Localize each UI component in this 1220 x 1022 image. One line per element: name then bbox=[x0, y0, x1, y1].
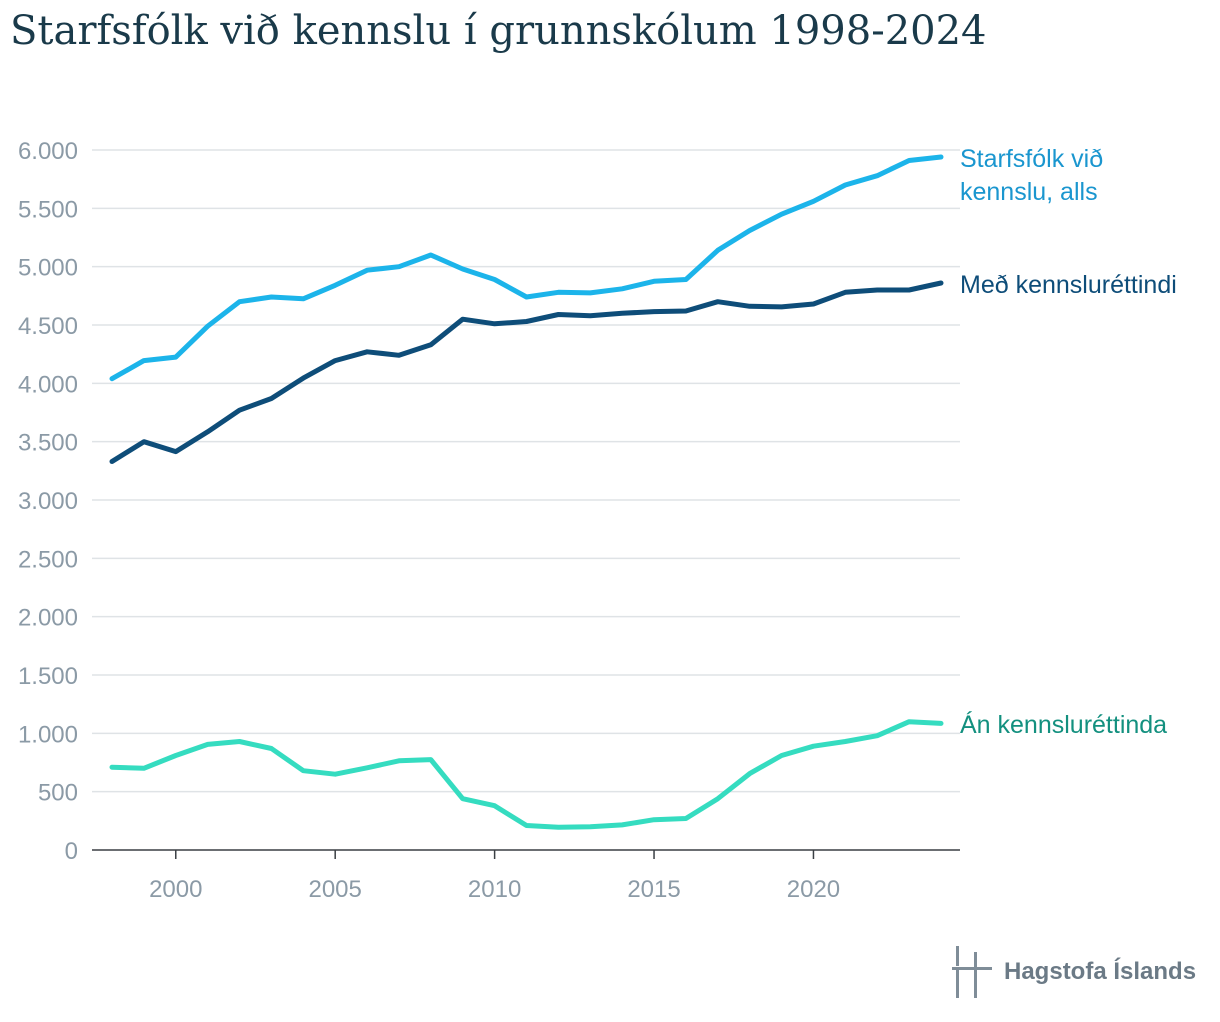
gridlines bbox=[92, 149, 960, 793]
series-line-3 bbox=[109, 719, 944, 830]
y-tick-label: 6.000 bbox=[18, 138, 78, 165]
brand-logo: Hagstofa Íslands bbox=[952, 946, 1196, 998]
y-tick-label: 3.000 bbox=[18, 488, 78, 515]
x-tick-label: 2010 bbox=[468, 876, 521, 903]
x-tick-label: 2000 bbox=[149, 876, 202, 903]
x-axis: 2000 2005 2010 2015 2020 bbox=[92, 849, 960, 903]
y-tick-label: 0 bbox=[65, 838, 78, 865]
y-tick-label: 2.000 bbox=[18, 605, 78, 632]
series-labels: Starfsfólk við kennslu, alls Með kennsluré… bbox=[960, 145, 1177, 739]
series-lines bbox=[109, 154, 944, 830]
series-line-1 bbox=[109, 154, 944, 382]
x-tick-label: 2020 bbox=[787, 876, 840, 903]
y-tick-label: 4.000 bbox=[18, 371, 78, 398]
x-tick-label: 2015 bbox=[627, 876, 680, 903]
y-tick-label: 2.500 bbox=[18, 546, 78, 573]
series-label-1: kennslu, alls bbox=[960, 178, 1098, 206]
y-axis-ticks: 0 500 1.000 1.500 2.000 2.500 3.000 3.500 4.000 4… bbox=[18, 138, 78, 865]
y-tick-label: 1.500 bbox=[18, 663, 78, 690]
y-tick-label: 4.500 bbox=[18, 313, 78, 340]
y-tick-label: 1.000 bbox=[18, 721, 78, 748]
series-line-2 bbox=[109, 280, 944, 464]
y-tick-label: 5.000 bbox=[18, 255, 78, 282]
hagstofa-logo-icon bbox=[952, 946, 992, 998]
y-tick-label: 500 bbox=[38, 780, 78, 807]
series-label-2: Með kennsluréttindi bbox=[960, 271, 1177, 299]
chart-title: Starfsfólk við kennslu í grunnskólum 199… bbox=[10, 8, 987, 54]
y-tick-label: 3.500 bbox=[18, 430, 78, 457]
series-label-3: Án kennsluréttinda bbox=[960, 710, 1167, 739]
x-tick-label: 2005 bbox=[308, 876, 361, 903]
y-tick-label: 5.500 bbox=[18, 196, 78, 223]
brand-name: Hagstofa Íslands bbox=[1004, 958, 1197, 985]
series-label-1: Starfsfólk við bbox=[960, 145, 1103, 173]
